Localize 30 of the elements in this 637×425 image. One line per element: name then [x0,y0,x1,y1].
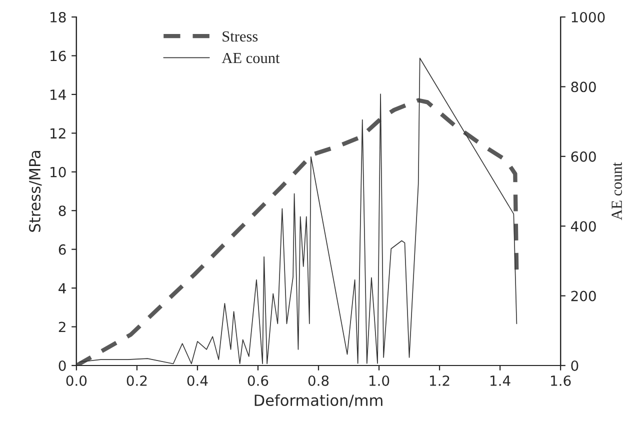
y-tick-label: 16 [50,50,66,62]
y2-tick-label: 400 [570,221,596,232]
x-tick-label: 1.6 [551,375,571,386]
y2-tick-label: 800 [571,82,596,92]
y-tick-label: 12 [50,128,66,138]
x-tick-label: 0.4 [187,375,208,386]
y2-axis-title: AE count [612,162,622,220]
y-tick-label: 14 [50,90,66,100]
x-tick-label: 0.0 [66,375,87,386]
x-axis-title: Deformation/mm [254,394,382,408]
x-tick-label: 1.0 [369,375,390,386]
legend-label: AE count [222,52,280,64]
x-tick-label: 0.2 [126,375,147,386]
x-tick-label: 1.2 [430,375,450,386]
y2-tick-label: 200 [571,290,596,302]
y-tick-label: 6 [58,244,66,255]
y2-tick-label: 0 [571,360,578,371]
y-axis-title: Stress/MPa [28,151,42,232]
x-tick-label: 1.4 [490,376,510,386]
y-tick-label: 8 [58,206,66,216]
x-tick-label: 0.8 [308,375,329,386]
x-tick-label: 0.6 [248,375,268,386]
y-tick-label: 2 [58,322,66,332]
legend-label: Stress [222,31,258,42]
y2-tick-label: 1000 [572,12,605,22]
y2-tick-label: 600 [571,151,596,162]
y-tick-label: 4 [58,283,66,294]
y-tick-label: 10 [50,166,66,178]
y-tick-label: 18 [50,12,66,22]
y-tick-label: 0 [58,360,66,371]
